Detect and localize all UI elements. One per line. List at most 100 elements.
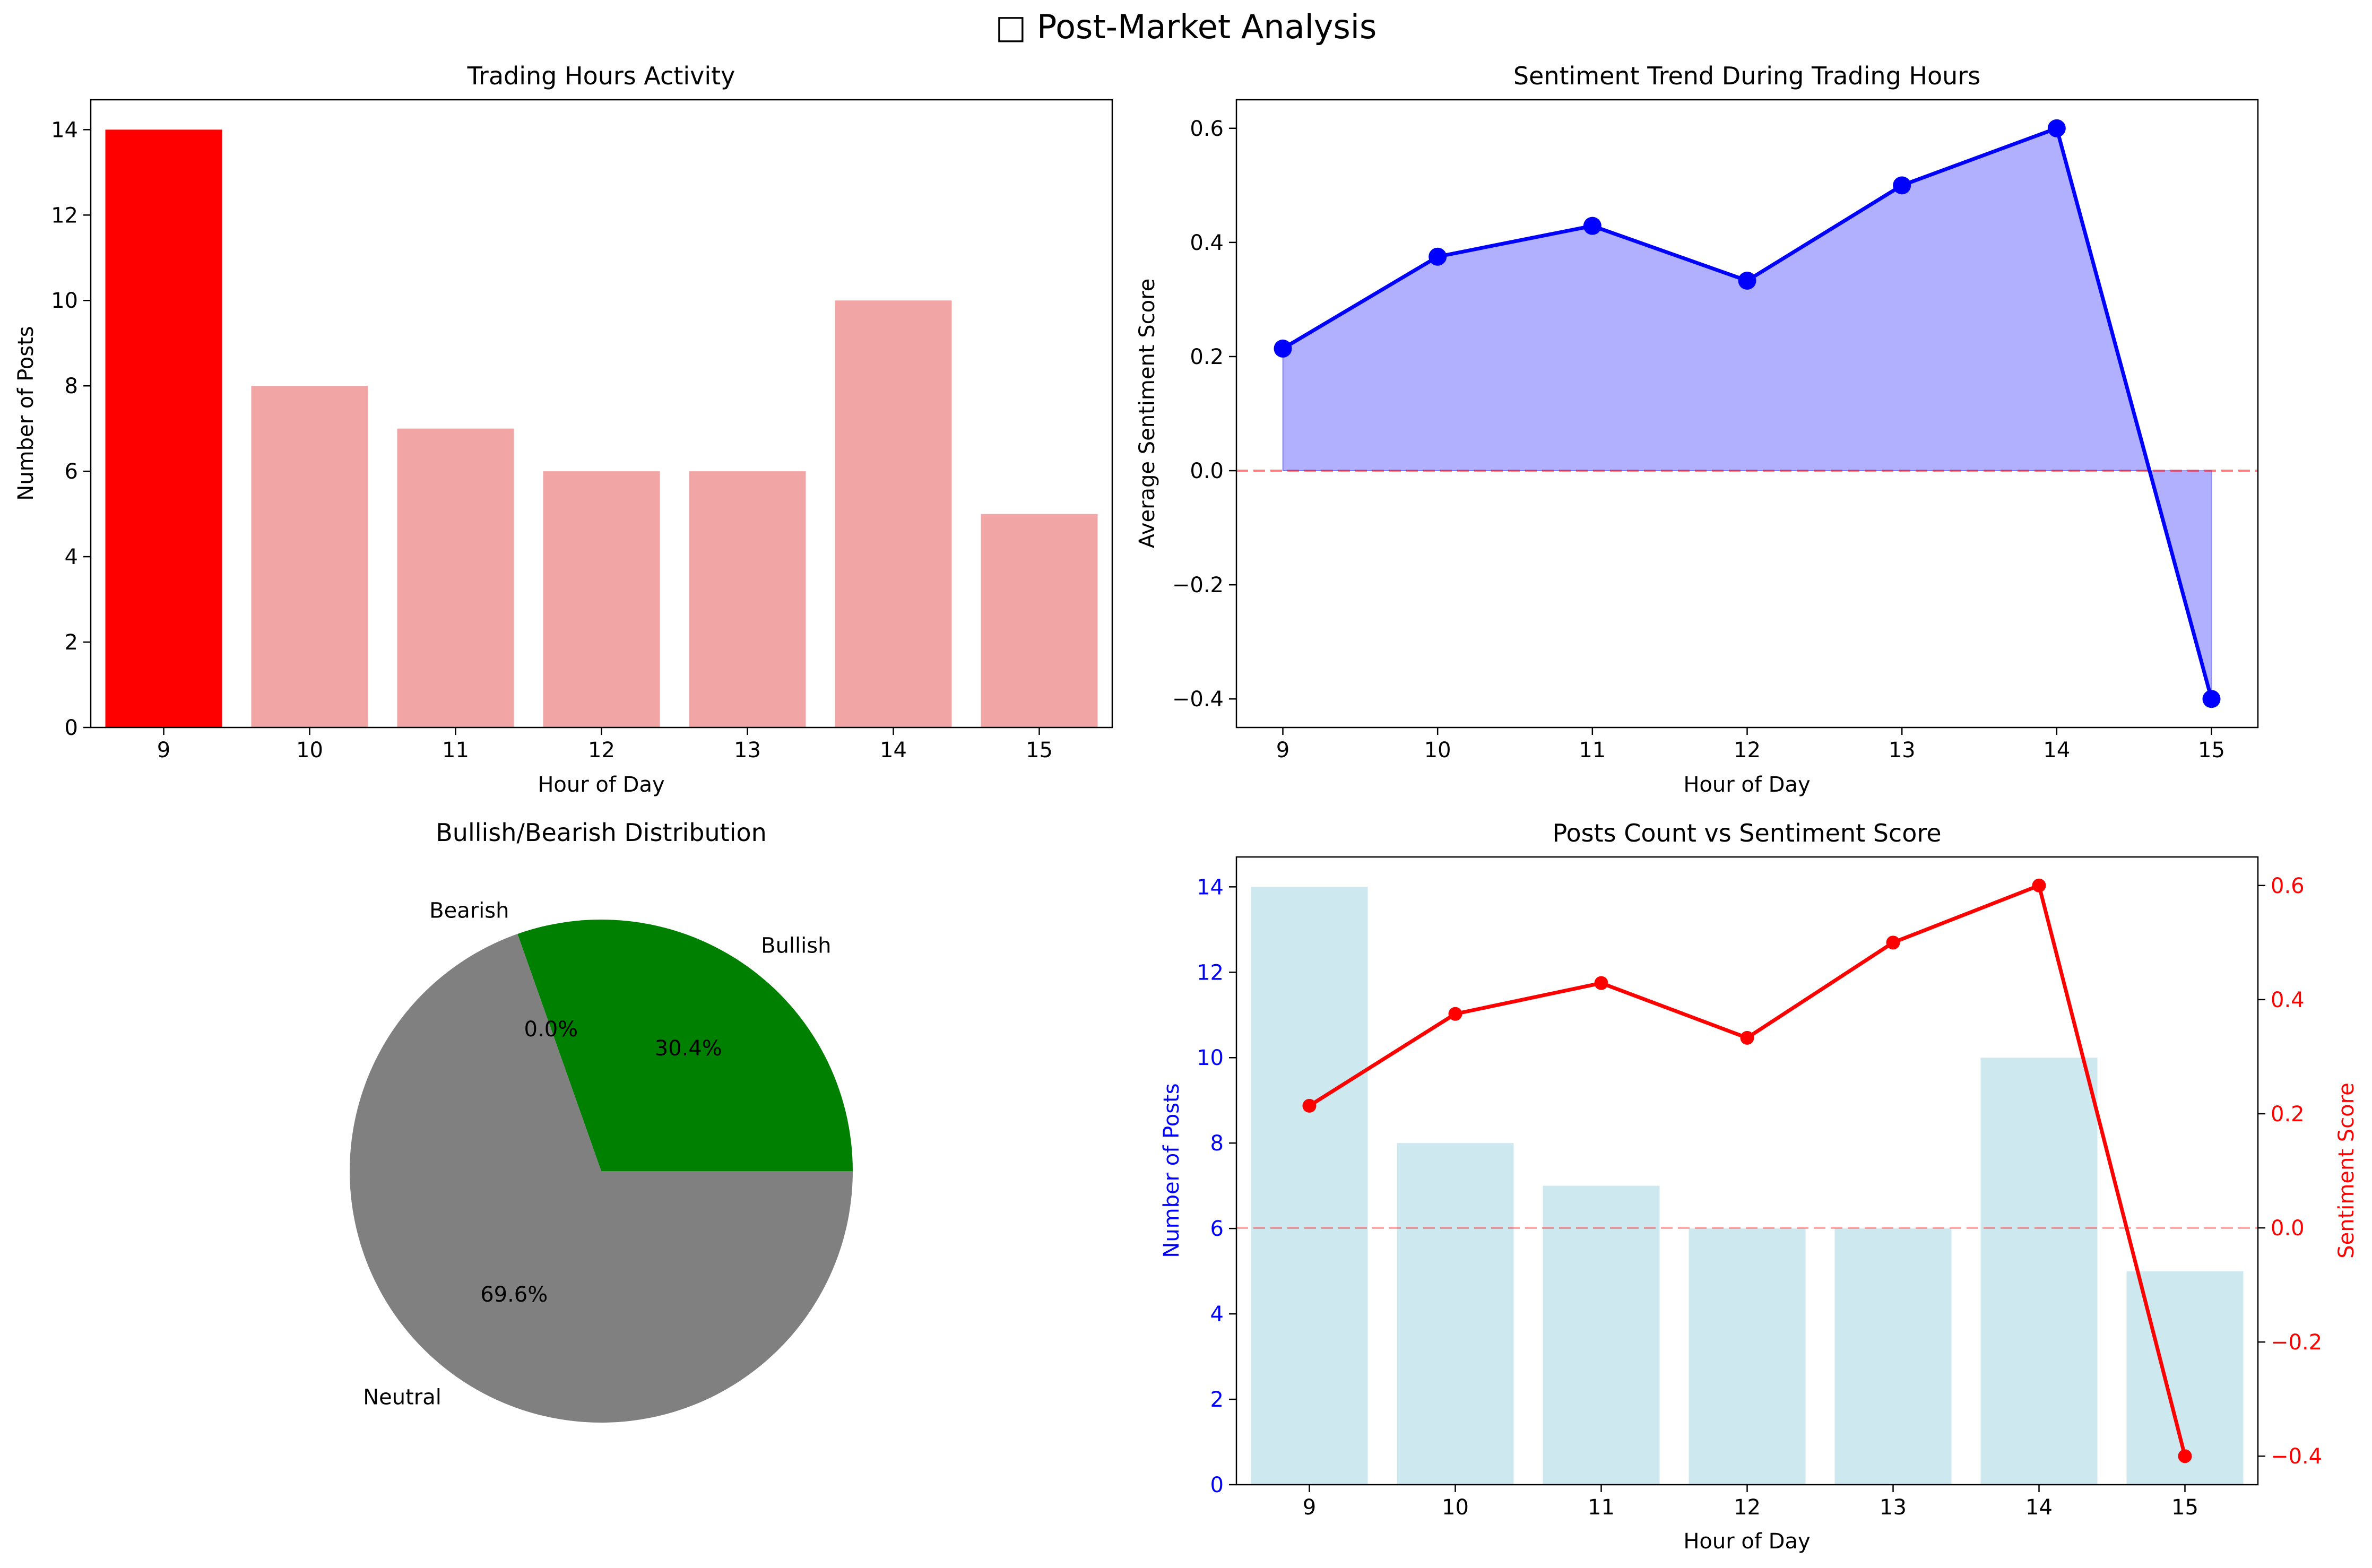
data-point [1886, 935, 1900, 950]
y-tick-label: 14 [1197, 875, 1224, 899]
bar [105, 129, 222, 727]
y-axis-ticks: −0.4 −0.2 0.0 0.2 0.4 0.6 [1172, 117, 1236, 712]
y-axis-label: Number of Posts [14, 326, 38, 500]
bar-series [1251, 887, 2244, 1485]
bar [1834, 1228, 1952, 1485]
x-tick-label: 10 [1442, 1495, 1469, 1520]
x-tick-label: 11 [1588, 1495, 1615, 1520]
x-tick-label: 9 [157, 738, 170, 763]
chart-title: Trading Hours Activity [467, 62, 735, 90]
x-tick-label: 11 [1579, 738, 1606, 763]
data-point [1302, 1098, 1317, 1113]
data-point [2047, 119, 2066, 137]
y-tick-label: 4 [65, 545, 78, 569]
y-axis-left-label: Number of Posts [1159, 1083, 1184, 1258]
y-tick-label: 10 [51, 289, 78, 313]
pie-label: Bearish [429, 898, 509, 923]
x-axis-ticks: 9 10 11 12 13 14 15 [1303, 1485, 2198, 1520]
y-axis-right-label: Sentiment Score [2334, 1082, 2359, 1259]
bar [1397, 1143, 1514, 1485]
x-tick-label: 12 [588, 738, 615, 763]
y-tick-label: 8 [65, 374, 78, 399]
y-tick-label: 0.2 [2271, 1102, 2305, 1127]
bar [1689, 1228, 1806, 1485]
y-tick-label: 0.0 [2271, 1216, 2305, 1241]
y-tick-label: 2 [1210, 1388, 1224, 1412]
data-point [1583, 216, 1601, 235]
pie-slices [350, 920, 853, 1423]
y-tick-label: 0 [65, 716, 78, 740]
y-tick-label: 10 [1197, 1046, 1224, 1070]
chart-posts-vs-sentiment: Posts Count vs Sentiment Score 0 2 4 6 8 10 12… [1159, 819, 2359, 1554]
pie-slice [350, 934, 853, 1423]
y-tick-label: 0.0 [1190, 459, 1224, 483]
area-series [1236, 119, 2258, 708]
y-tick-label: 12 [1197, 960, 1224, 985]
data-point [2032, 878, 2046, 893]
x-tick-label: 11 [442, 738, 469, 763]
pie-pct-label: 0.0% [524, 1017, 578, 1042]
y-tick-label: 6 [1210, 1217, 1224, 1241]
y-axis-label: Average Sentiment Score [1135, 279, 1159, 548]
y-tick-label: −0.2 [1172, 573, 1224, 597]
y-tick-label: 0.2 [1190, 345, 1224, 369]
x-axis-ticks: 9 10 11 12 13 14 15 [157, 727, 1053, 763]
pie-pct-label: 69.6% [480, 1283, 548, 1307]
x-tick-label: 13 [1889, 738, 1916, 763]
chart-bullish-bearish-distribution: Bullish/Bearish Distribution Bullish 30.4… [350, 818, 853, 1423]
y-tick-label: 6 [65, 460, 78, 484]
y-tick-label: 0.4 [1190, 231, 1224, 255]
bar [1251, 887, 1368, 1485]
y-tick-label: 0.4 [2271, 988, 2305, 1012]
data-point [1893, 176, 1911, 195]
chart-sentiment-trend: Sentiment Trend During Trading Hours −0.… [1135, 62, 2259, 797]
bar [835, 300, 952, 727]
y-axis-ticks: 0 2 4 6 8 10 12 14 [51, 118, 91, 740]
bar [1543, 1185, 1660, 1485]
x-tick-label: 14 [2043, 738, 2070, 763]
x-tick-label: 12 [1734, 738, 1761, 763]
y-tick-label: 0 [1210, 1473, 1224, 1497]
data-point [1738, 271, 1756, 290]
x-tick-label: 15 [2171, 1495, 2198, 1520]
x-tick-label: 10 [1424, 738, 1451, 763]
x-tick-label: 9 [1276, 738, 1289, 763]
chart-title: Sentiment Trend During Trading Hours [1513, 62, 1980, 90]
data-point [1429, 247, 1447, 266]
x-tick-label: 14 [880, 738, 907, 763]
y-tick-label: 14 [51, 118, 78, 142]
plot-frame [1235, 856, 2259, 1486]
x-tick-label: 15 [1026, 738, 1053, 763]
x-tick-label: 12 [1734, 1495, 1761, 1520]
line-series [1236, 878, 2258, 1463]
x-axis-label: Hour of Day [1683, 773, 1810, 797]
y-tick-label: −0.2 [2271, 1330, 2322, 1355]
chart-title: Bullish/Bearish Distribution [436, 818, 767, 847]
pie-pct-label: 30.4% [655, 1036, 722, 1061]
bar-series [105, 129, 1098, 727]
plot-frame [1235, 99, 2259, 729]
x-tick-label: 9 [1303, 1495, 1316, 1520]
y-tick-label: 0.6 [1190, 117, 1224, 141]
pie-slice [517, 920, 853, 1171]
data-point [1274, 339, 1292, 358]
y-tick-label: 12 [51, 203, 78, 228]
figure-title: □ Post-Market Analysis [995, 7, 1377, 46]
bar [251, 386, 368, 727]
y-tick-label: 8 [1210, 1131, 1224, 1156]
bar [397, 428, 514, 727]
x-tick-label: 13 [1880, 1495, 1907, 1520]
data-point [2202, 690, 2221, 708]
data-point [1594, 976, 1608, 990]
pie-label: Bullish [761, 933, 831, 958]
data-point [1740, 1030, 1754, 1045]
y-tick-label: −0.4 [2271, 1444, 2322, 1469]
y-tick-label: 4 [1210, 1302, 1224, 1327]
x-axis-ticks: 9 10 11 12 13 14 15 [1276, 727, 2225, 763]
x-tick-label: 14 [2025, 1495, 2053, 1520]
chart-title: Posts Count vs Sentiment Score [1552, 819, 1941, 847]
chart-trading-hours-activity: Trading Hours Activity 0 2 4 6 8 10 12 14 9 10 11… [14, 62, 1113, 797]
y-tick-label: 0.6 [2271, 874, 2305, 898]
pie-labels: Bullish 30.4% Bearish 0.0% Neutral 69.6% [363, 898, 831, 1409]
